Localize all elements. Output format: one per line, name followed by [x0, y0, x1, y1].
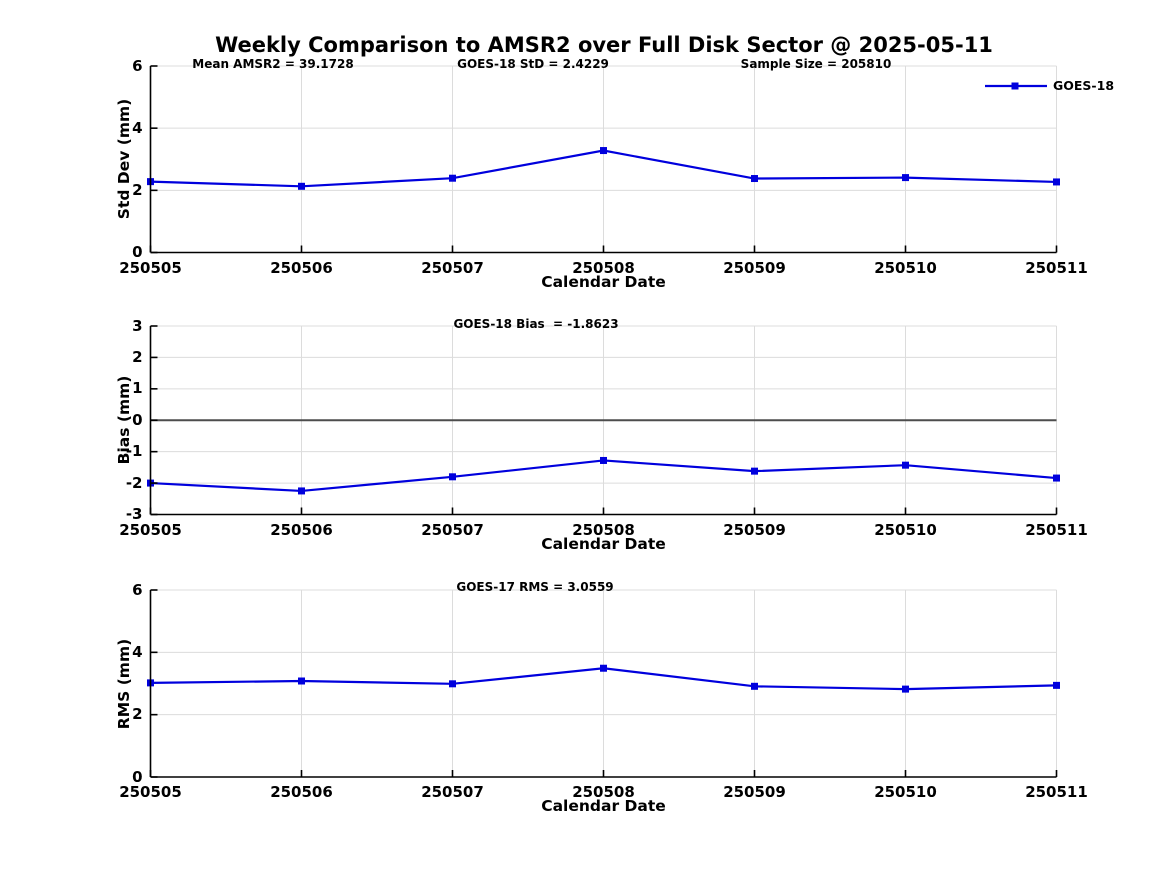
data-point-marker: [1053, 681, 1060, 689]
x-tick-label: 250505: [119, 783, 182, 801]
y-tick-label: 2: [132, 180, 143, 199]
data-point-marker: [1053, 178, 1060, 186]
y-tick-label: -3: [125, 505, 143, 523]
y-tick-label: 4: [132, 642, 143, 661]
chart-annotation: GOES-17 RMS = 3.0559: [456, 580, 614, 594]
x-tick-label: 250505: [119, 258, 182, 277]
chart-annotation: GOES-18 Bias = -1.8623: [453, 317, 619, 331]
y-tick-label: 6: [132, 580, 143, 599]
data-point-marker: [751, 467, 758, 475]
x-tick-label: 250506: [270, 258, 333, 277]
x-tick-label: 250510: [874, 783, 937, 801]
y-tick-label: -2: [125, 473, 143, 492]
figure-title: Weekly Comparison to AMSR2 over Full Dis…: [215, 33, 993, 57]
x-tick-label: 250511: [1025, 783, 1088, 801]
x-tick-label: 250507: [421, 783, 484, 801]
x-tick-label: 250508: [572, 520, 635, 539]
x-axis-title: Calendar Date: [541, 272, 666, 291]
legend-marker-icon: [1011, 82, 1019, 90]
chart-rms: [147, 589, 1060, 778]
data-point-marker: [600, 456, 607, 464]
chart-annotation: Mean AMSR2 = 39.1728: [192, 57, 354, 71]
y-tick-label: 0: [132, 243, 143, 261]
x-tick-label: 250508: [572, 783, 635, 801]
x-tick-label: 250506: [270, 520, 333, 539]
x-tick-label: 250510: [874, 520, 937, 539]
data-point-marker: [902, 174, 909, 182]
y-tick-label: -1: [125, 442, 143, 461]
data-point-marker: [298, 487, 305, 495]
x-tick-label: 250509: [723, 258, 786, 277]
y-tick-label: 1: [132, 379, 143, 398]
data-point-marker: [902, 685, 909, 693]
chart-annotation: GOES-18 StD = 2.4229: [457, 57, 609, 71]
y-tick-label: 0: [132, 767, 143, 786]
y-axis-title: Bias (mm): [115, 375, 133, 465]
x-tick-label: 250506: [270, 783, 333, 801]
x-tick-label: 250508: [572, 258, 635, 277]
x-tick-label: 250509: [723, 520, 786, 539]
data-point-marker: [298, 182, 305, 190]
data-point-marker: [298, 677, 305, 685]
legend-label: GOES-18: [1053, 78, 1115, 93]
data-point-marker: [600, 147, 607, 155]
y-tick-label: 3: [132, 316, 143, 335]
data-point-marker: [1053, 474, 1060, 482]
chart-bias: [147, 325, 1060, 516]
data-point-marker: [751, 682, 758, 690]
data-point-marker: [600, 664, 607, 672]
x-tick-label: 250511: [1025, 258, 1088, 277]
chart-annotation: Sample Size = 205810: [740, 57, 892, 71]
y-tick-label: 0: [132, 410, 143, 429]
x-tick-label: 250507: [421, 520, 484, 539]
chart-std-dev: [147, 65, 1060, 254]
y-tick-label: 4: [132, 118, 143, 137]
data-point-marker: [449, 680, 456, 688]
x-tick-label: 250510: [874, 258, 937, 277]
x-tick-label: 250511: [1025, 520, 1088, 539]
data-point-marker: [902, 461, 909, 469]
y-axis-title: Std Dev (mm): [115, 99, 133, 220]
y-tick-label: 6: [132, 56, 143, 75]
y-axis-title: RMS (mm): [115, 638, 133, 729]
x-axis-title: Calendar Date: [541, 797, 666, 815]
y-tick-label: 2: [132, 705, 143, 724]
data-point-marker: [449, 174, 456, 182]
y-tick-label: 2: [132, 347, 143, 366]
data-point-marker: [751, 175, 758, 183]
x-tick-label: 250507: [421, 258, 484, 277]
x-tick-label: 250505: [119, 520, 182, 539]
data-point-marker: [449, 473, 456, 481]
x-tick-label: 250509: [723, 783, 786, 801]
x-axis-title: Calendar Date: [541, 534, 666, 553]
